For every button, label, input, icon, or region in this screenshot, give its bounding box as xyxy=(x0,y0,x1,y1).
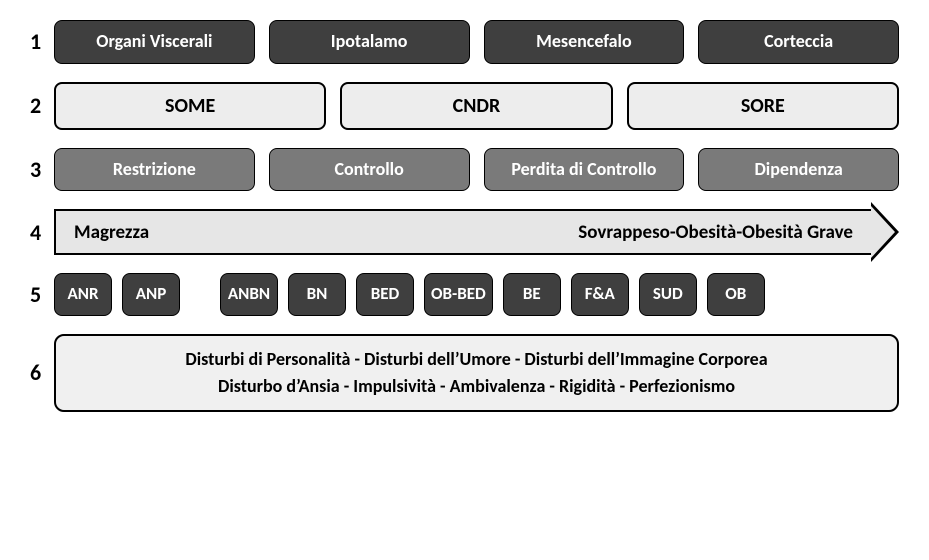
r3-box-0: Restrizione xyxy=(54,148,255,192)
row-6: 6 Disturbi di Personalità - Disturbi del… xyxy=(30,334,899,412)
r5-box-6: BE xyxy=(503,273,561,315)
arrow-right-label: Sovrappeso-Obesità-Obesità Grave xyxy=(578,221,853,244)
r3-box-2: Perdita di Controllo xyxy=(484,148,685,192)
r5-box-7: F&A xyxy=(571,273,629,315)
row-number: 3 xyxy=(30,156,54,183)
r1-box-1: Ipotalamo xyxy=(269,20,470,64)
arrow-body: Magrezza Sovrappeso-Obesità-Obesità Grav… xyxy=(54,209,871,255)
row-number: 2 xyxy=(30,92,54,119)
row-1-body: Organi Viscerali Ipotalamo Mesencefalo C… xyxy=(54,20,899,64)
r3-box-3: Dipendenza xyxy=(698,148,899,192)
spectrum-arrow: Magrezza Sovrappeso-Obesità-Obesità Grav… xyxy=(54,209,899,255)
row-2-body: SOME CNDR SORE xyxy=(54,82,899,130)
row-5: 5 ANR ANP ANBN BN BED OB-BED BE F&A SUD … xyxy=(30,273,899,315)
r5-box-8: SUD xyxy=(639,273,697,315)
row-2: 2 SOME CNDR SORE xyxy=(30,82,899,130)
row-5-body: ANR ANP ANBN BN BED OB-BED BE F&A SUD OB xyxy=(54,273,899,315)
row-number: 6 xyxy=(30,359,54,386)
arrow-head-icon xyxy=(871,202,899,262)
r5-box-4: BED xyxy=(356,273,414,315)
r6-box: Disturbi di Personalità - Disturbi dell’… xyxy=(54,334,899,412)
r5-box-5: OB-BED xyxy=(424,273,493,315)
r3-box-1: Controllo xyxy=(269,148,470,192)
r2-box-2: SORE xyxy=(627,82,899,130)
row-number: 5 xyxy=(30,281,54,308)
row-3: 3 Restrizione Controllo Perdita di Contr… xyxy=(30,148,899,192)
row-1: 1 Organi Viscerali Ipotalamo Mesencefalo… xyxy=(30,20,899,64)
r2-box-1: CNDR xyxy=(340,82,612,130)
r1-box-0: Organi Viscerali xyxy=(54,20,255,64)
r5-box-3: BN xyxy=(288,273,346,315)
row-3-body: Restrizione Controllo Perdita di Control… xyxy=(54,148,899,192)
r1-box-2: Mesencefalo xyxy=(484,20,685,64)
row-4: 4 Magrezza Sovrappeso-Obesità-Obesità Gr… xyxy=(30,209,899,255)
r2-box-0: SOME xyxy=(54,82,326,130)
r5-box-1: ANP xyxy=(122,273,180,315)
r6-line2: Disturbo d’Ansia - Impulsività - Ambival… xyxy=(76,373,877,400)
r1-box-3: Corteccia xyxy=(698,20,899,64)
arrow-left-label: Magrezza xyxy=(74,221,149,244)
r5-box-9: OB xyxy=(707,273,765,315)
r5-box-0: ANR xyxy=(54,273,112,315)
r5-box-2: ANBN xyxy=(220,273,278,315)
row-number: 1 xyxy=(30,28,54,55)
r6-line1: Disturbi di Personalità - Disturbi dell’… xyxy=(76,346,877,373)
row-number: 4 xyxy=(30,219,54,246)
